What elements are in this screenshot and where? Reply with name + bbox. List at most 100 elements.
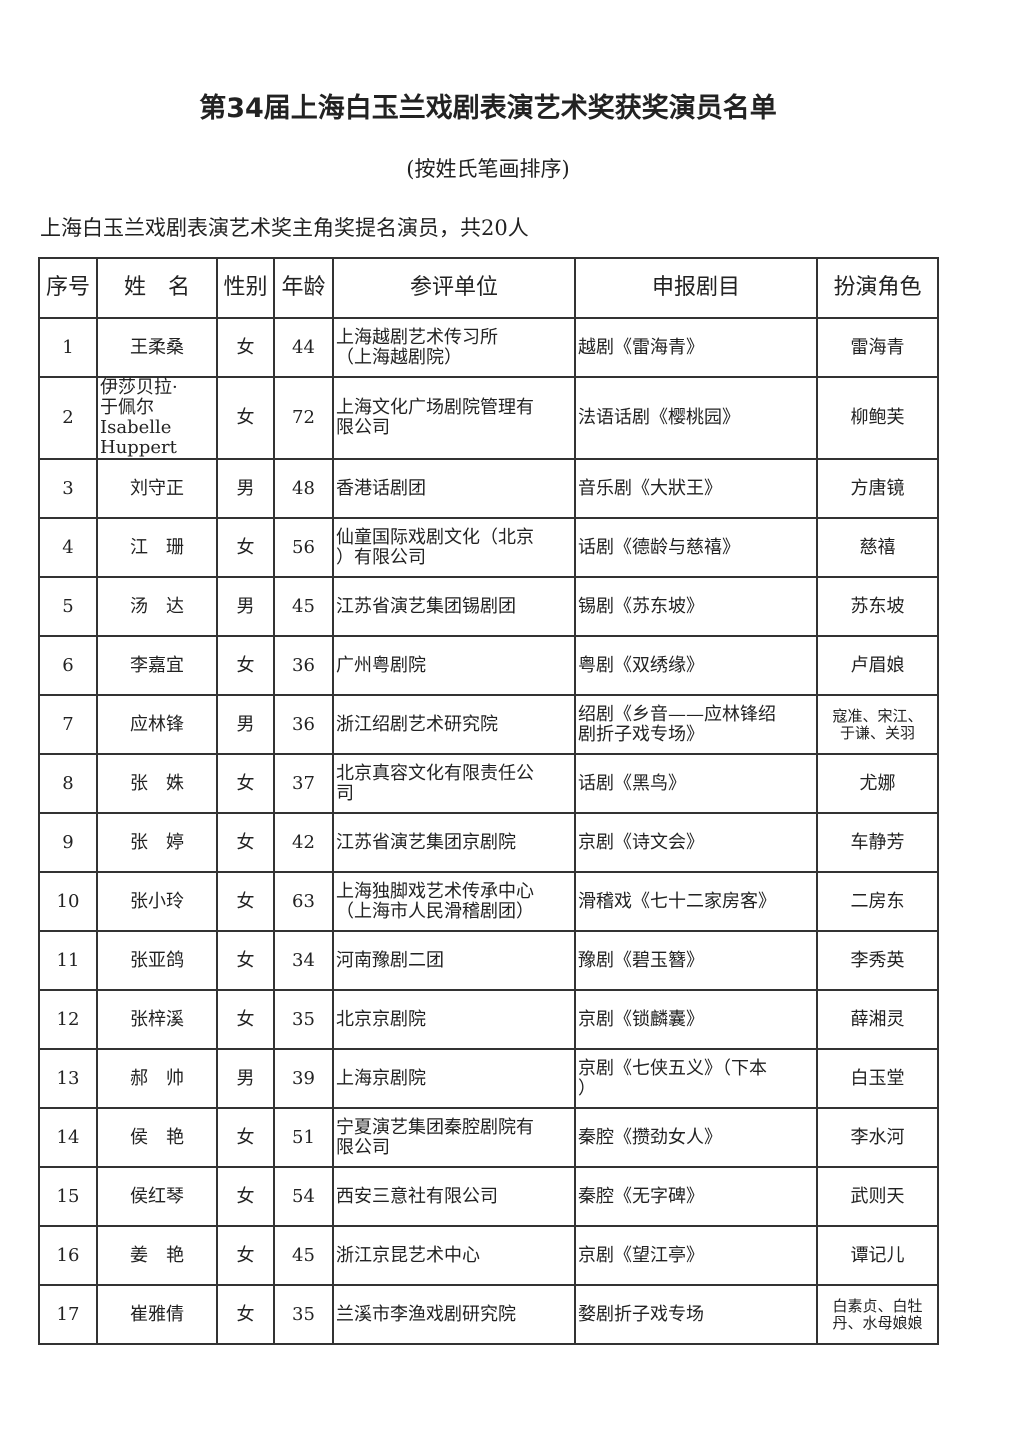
cell-gender: 女 (216, 317, 275, 378)
cell-unit: 上海京剧院 (332, 1048, 576, 1109)
section-heading: 上海白玉兰戏剧表演艺术奖主角奖提名演员，共20人 (40, 216, 529, 240)
cell-no: 4 (38, 517, 98, 578)
cell-gender: 女 (216, 812, 275, 873)
cell-age: 36 (273, 694, 334, 755)
cell-unit: 江苏省演艺集团京剧院 (332, 812, 576, 873)
cell-no: 17 (38, 1284, 98, 1345)
cell-role: 雷海青 (816, 317, 939, 378)
cell-play: 粤剧《双绣缘》 (574, 635, 818, 696)
cell-unit: 浙江绍剧艺术研究院 (332, 694, 576, 755)
cell-role: 慈禧 (816, 517, 939, 578)
cell-name: 姜 艳 (96, 1225, 218, 1286)
cell-age: 51 (273, 1107, 334, 1168)
cell-age: 37 (273, 753, 334, 814)
cell-play: 法语话剧《樱桃园》 (574, 376, 818, 460)
cell-gender: 女 (216, 517, 275, 578)
cell-unit: 浙江京昆艺术中心 (332, 1225, 576, 1286)
cell-no: 11 (38, 930, 98, 991)
cell-age: 45 (273, 576, 334, 637)
cell-play: 京剧《诗文会》 (574, 812, 818, 873)
cell-role: 白素贞、白牡 丹、水母娘娘 (816, 1284, 939, 1345)
cell-name: 侯红琴 (96, 1166, 218, 1227)
cell-role: 李秀英 (816, 930, 939, 991)
cell-unit: 兰溪市李渔戏剧研究院 (332, 1284, 576, 1345)
cell-name: 汤 达 (96, 576, 218, 637)
cell-age: 35 (273, 989, 334, 1050)
header-unit: 参评单位 (332, 257, 576, 319)
table-header-row: 序号姓 名性别 年龄 参评单位 申报剧目 扮演角色 (38, 257, 939, 319)
cell-no: 16 (38, 1225, 98, 1286)
table-row: 16 姜 艳女 45 浙江京昆艺术中心 京剧《望江亭》 谭记儿 (38, 1225, 939, 1286)
cell-unit: 宁夏演艺集团秦腔剧院有 限公司 (332, 1107, 576, 1168)
cell-unit: 上海越剧艺术传习所 （上海越剧院） (332, 317, 576, 378)
cell-name: 张 姝 (96, 753, 218, 814)
cell-age: 54 (273, 1166, 334, 1227)
table-row: 11 张亚鸽女 34 河南豫剧二团 豫剧《碧玉簪》 李秀英 (38, 930, 939, 991)
table-row: 17 崔雅倩女 35 兰溪市李渔戏剧研究院 婺剧折子戏专场 白素贞、白牡 丹、水母娘娘 (38, 1284, 939, 1345)
table-row: 13 郝 帅男 39 上海京剧院 京剧《七侠五义》（下本 ）白玉堂 (38, 1048, 939, 1109)
cell-no: 15 (38, 1166, 98, 1227)
cell-age: 42 (273, 812, 334, 873)
cell-age: 63 (273, 871, 334, 932)
page-title: 第34届上海白玉兰戏剧表演艺术奖获奖演员名单 (199, 93, 777, 124)
cell-no: 13 (38, 1048, 98, 1109)
cell-role: 柳鲍芙 (816, 376, 939, 460)
table-row: 14 侯 艳女 51 宁夏演艺集团秦腔剧院有 限公司 秦腔《攒劲女人》 李水河 (38, 1107, 939, 1168)
cell-no: 5 (38, 576, 98, 637)
cell-no: 8 (38, 753, 98, 814)
cell-name: 李嘉宜 (96, 635, 218, 696)
cell-age: 36 (273, 635, 334, 696)
page-subtitle: (按姓氏笔画排序) (406, 157, 570, 181)
cell-gender: 女 (216, 1225, 275, 1286)
cell-name: 江 珊 (96, 517, 218, 578)
cell-gender: 女 (216, 753, 275, 814)
cell-unit: 广州粤剧院 (332, 635, 576, 696)
table-row: 6 李嘉宜女 36 广州粤剧院 粤剧《双绣缘》 卢眉娘 (38, 635, 939, 696)
cell-name: 崔雅倩 (96, 1284, 218, 1345)
cell-role: 尤娜 (816, 753, 939, 814)
cell-no: 12 (38, 989, 98, 1050)
cell-gender: 男 (216, 458, 275, 519)
cell-gender: 女 (216, 871, 275, 932)
cell-unit: 河南豫剧二团 (332, 930, 576, 991)
header-name: 姓 名 (96, 257, 218, 319)
cell-play: 秦腔《攒劲女人》 (574, 1107, 818, 1168)
cell-no: 6 (38, 635, 98, 696)
table-body: 1 王柔桑女 44 上海越剧艺术传习所 （上海越剧院） 越剧《雷海青》 雷海青 2 伊莎贝拉·… (38, 317, 939, 1345)
cell-age: 35 (273, 1284, 334, 1345)
cell-play: 音乐剧《大狀王》 (574, 458, 818, 519)
cell-name: 伊莎贝拉· 于佩尔 Isabelle Huppert (96, 376, 218, 460)
cell-role: 二房东 (816, 871, 939, 932)
cell-gender: 女 (216, 376, 275, 460)
nominee-table: 序号姓 名性别 年龄 参评单位 申报剧目 扮演角色 1 王柔桑女 44 上海越剧艺术传习所 （… (38, 257, 939, 1345)
cell-age: 48 (273, 458, 334, 519)
cell-play: 京剧《锁麟囊》 (574, 989, 818, 1050)
cell-role: 方唐镜 (816, 458, 939, 519)
cell-gender: 男 (216, 576, 275, 637)
cell-name: 侯 艳 (96, 1107, 218, 1168)
cell-no: 14 (38, 1107, 98, 1168)
cell-unit: 北京真容文化有限责任公 司 (332, 753, 576, 814)
cell-unit: 香港话剧团 (332, 458, 576, 519)
cell-name: 张亚鸽 (96, 930, 218, 991)
cell-name: 刘守正 (96, 458, 218, 519)
table-row: 15 侯红琴女 54 西安三意社有限公司 秦腔《无字碑》 武则天 (38, 1166, 939, 1227)
cell-age: 45 (273, 1225, 334, 1286)
cell-name: 应林锋 (96, 694, 218, 755)
cell-role: 卢眉娘 (816, 635, 939, 696)
header-play: 申报剧目 (574, 257, 818, 319)
header-role: 扮演角色 (816, 257, 939, 319)
cell-unit: 上海文化广场剧院管理有 限公司 (332, 376, 576, 460)
header-age: 年龄 (273, 257, 334, 319)
table-row: 12 张梓溪女 35 北京京剧院 京剧《锁麟囊》 薛湘灵 (38, 989, 939, 1050)
cell-gender: 女 (216, 1107, 275, 1168)
cell-name: 张小玲 (96, 871, 218, 932)
cell-gender: 女 (216, 989, 275, 1050)
cell-role: 武则天 (816, 1166, 939, 1227)
cell-gender: 女 (216, 930, 275, 991)
cell-play: 婺剧折子戏专场 (574, 1284, 818, 1345)
cell-no: 1 (38, 317, 98, 378)
cell-unit: 江苏省演艺集团锡剧团 (332, 576, 576, 637)
